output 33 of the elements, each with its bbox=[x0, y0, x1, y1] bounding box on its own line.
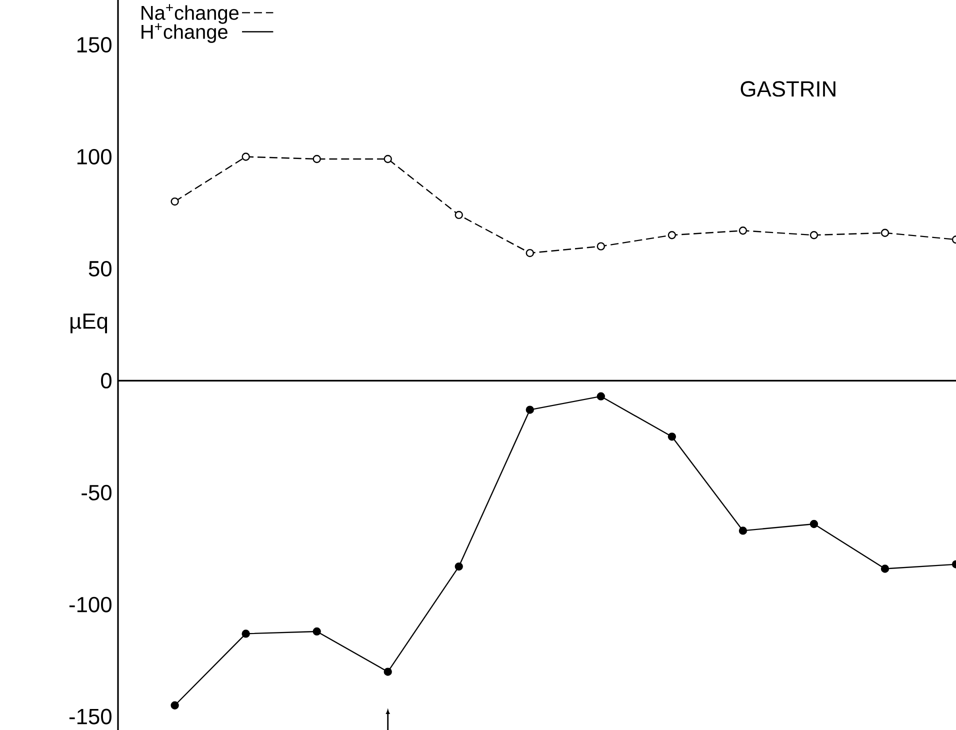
point bbox=[454, 210, 463, 220]
point bbox=[596, 242, 606, 250]
y-axis-title: µEq bbox=[70, 314, 108, 334]
y-tick-label: 100 bbox=[77, 148, 112, 165]
y-tick-label: 150 bbox=[77, 37, 112, 53]
y-tick-label: -100 bbox=[69, 596, 112, 612]
legend-label: Na$^{+}$change bbox=[142, 4, 239, 24]
point bbox=[312, 627, 321, 636]
point bbox=[668, 231, 676, 240]
point bbox=[810, 231, 818, 240]
text: GASTRIN bbox=[740, 81, 836, 97]
point bbox=[810, 520, 818, 528]
point bbox=[880, 564, 890, 573]
point bbox=[384, 668, 392, 676]
point bbox=[170, 197, 179, 206]
point bbox=[384, 154, 392, 164]
y-tick-label: -50 bbox=[82, 484, 112, 500]
point bbox=[668, 432, 676, 441]
point bbox=[738, 526, 748, 535]
y-tick-label: -150 bbox=[69, 708, 112, 724]
legend-label: H$^{+}$change bbox=[142, 23, 228, 43]
point bbox=[738, 226, 748, 235]
point bbox=[312, 154, 321, 164]
point bbox=[526, 248, 534, 258]
y-tick-label: 0 bbox=[101, 372, 112, 388]
point bbox=[454, 562, 463, 571]
point bbox=[880, 228, 890, 237]
point bbox=[526, 406, 534, 414]
point bbox=[242, 152, 250, 161]
y-tick-label: 50 bbox=[88, 260, 112, 276]
point bbox=[596, 392, 606, 400]
point bbox=[170, 701, 179, 710]
point bbox=[242, 630, 250, 638]
